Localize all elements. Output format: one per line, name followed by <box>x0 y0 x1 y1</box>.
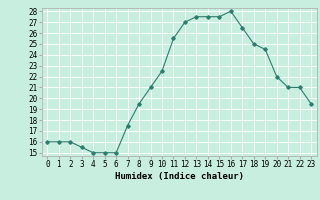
X-axis label: Humidex (Indice chaleur): Humidex (Indice chaleur) <box>115 172 244 181</box>
